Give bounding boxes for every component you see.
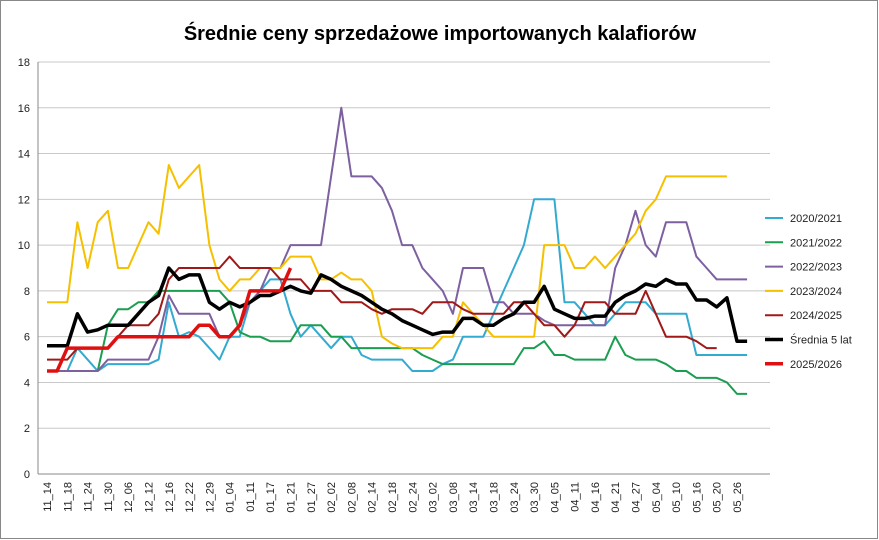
series-line [47, 289, 748, 395]
x-tick-label: 01_21 [286, 482, 298, 513]
series-line [47, 164, 727, 350]
y-tick-label: 12 [18, 194, 30, 206]
x-tick-label: 12_16 [164, 482, 176, 513]
series-line [47, 106, 748, 372]
legend-label: 2023/2024 [790, 286, 842, 298]
x-tick-label: 01_04 [225, 482, 237, 513]
x-tick-label: 05_26 [732, 482, 744, 513]
legend-label: Średnia 5 lat [790, 334, 852, 347]
x-tick-label: 12_22 [184, 482, 196, 513]
x-tick-label: 12_12 [143, 482, 155, 513]
x-tick-label: 03_08 [448, 482, 460, 513]
x-tick-label: 02_18 [387, 482, 399, 513]
x-tick-label: 11_14 [42, 482, 54, 512]
y-tick-label: 14 [18, 149, 30, 161]
x-tick-label: 04_21 [610, 482, 622, 513]
x-tick-label: 02_24 [407, 482, 419, 513]
x-tick-label: 03_18 [488, 482, 500, 513]
x-tick-label: 03_14 [468, 482, 480, 513]
chart-title: Średnie ceny sprzedażowe importowanych k… [184, 21, 697, 45]
legend-label: 2022/2023 [790, 262, 842, 274]
series-line [47, 198, 748, 372]
series-line [47, 267, 293, 373]
x-tick-label: 02_02 [326, 482, 338, 513]
y-tick-label: 10 [18, 240, 30, 252]
series-line [47, 266, 748, 348]
x-tick-label: 02_08 [346, 482, 358, 513]
y-tick-label: 8 [24, 286, 30, 298]
x-tick-label: 03_02 [428, 482, 440, 513]
x-tick-label: 05_04 [651, 482, 663, 513]
y-tick-label: 18 [18, 57, 30, 69]
x-tick-label: 12_06 [123, 482, 135, 513]
x-tick-label: 04_11 [570, 482, 582, 512]
x-tick-label: 04_05 [549, 482, 561, 513]
y-tick-label: 6 [24, 332, 30, 344]
legend-label: 2025/2026 [790, 359, 842, 371]
x-tick-label: 01_27 [306, 482, 318, 513]
x-tick-label: 01_17 [265, 482, 277, 513]
legend-label: 2021/2022 [790, 237, 842, 249]
x-tick-label: 05_20 [712, 482, 724, 513]
x-tick-label: 12_29 [204, 482, 216, 513]
x-tick-label: 01_11 [245, 482, 257, 512]
legend-label: 2024/2025 [790, 310, 842, 322]
x-tick-label: 04_27 [631, 482, 643, 513]
series-line [47, 255, 717, 361]
y-tick-label: 16 [18, 103, 30, 115]
x-tick-label: 02_14 [367, 482, 379, 513]
legend-label: 2020/2021 [790, 213, 842, 225]
x-tick-label: 11_30 [103, 482, 115, 512]
y-tick-label: 4 [24, 377, 30, 389]
x-tick-label: 05_10 [671, 482, 683, 513]
x-tick-label: 04_16 [590, 482, 602, 513]
y-tick-label: 2 [24, 423, 30, 435]
x-tick-label: 03_24 [509, 482, 521, 513]
x-tick-label: 11_24 [83, 482, 95, 512]
y-tick-label: 0 [24, 469, 30, 481]
x-tick-label: 11_18 [62, 482, 74, 512]
x-tick-label: 03_30 [529, 482, 541, 513]
x-tick-label: 05_16 [691, 482, 703, 513]
